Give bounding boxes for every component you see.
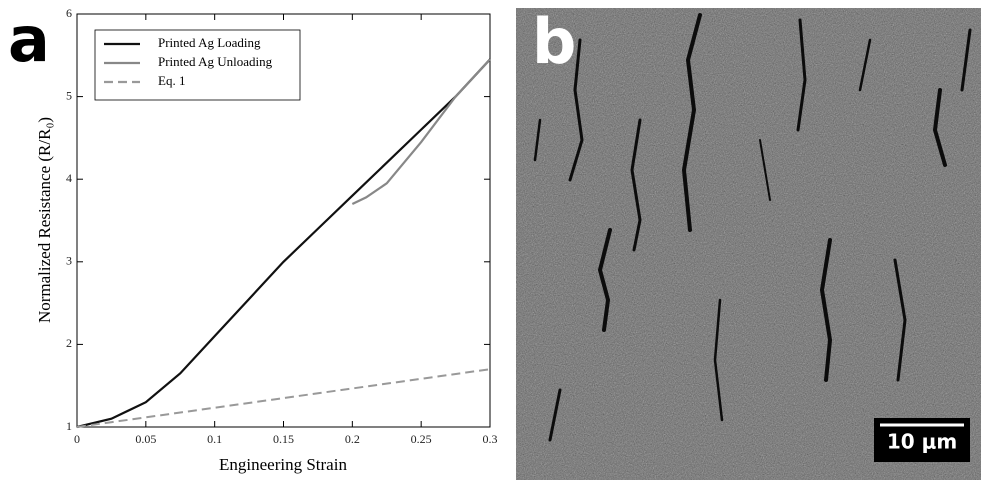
sem-image: b 10 μm xyxy=(516,5,981,480)
scale-bar-label: 10 μm xyxy=(887,430,957,454)
x-tick-label: 0.15 xyxy=(273,432,294,446)
y-tick-label: 5 xyxy=(66,88,72,102)
y-tick-label: 4 xyxy=(66,171,72,185)
panel-label: b xyxy=(532,5,576,78)
data-line xyxy=(76,368,491,428)
x-tick-label: 0.25 xyxy=(411,432,432,446)
legend-label: Printed Ag Unloading xyxy=(158,54,273,69)
legend-box xyxy=(94,29,301,101)
y-tick-label: 1 xyxy=(66,419,72,433)
y-tick-label: 2 xyxy=(66,336,72,350)
y-tick-label: 3 xyxy=(66,254,72,268)
x-tick-label: 0 xyxy=(74,432,80,446)
cracks xyxy=(533,13,972,442)
legend-label: Printed Ag Loading xyxy=(158,35,261,50)
x-tick-label: 0.05 xyxy=(135,432,156,446)
x-tick-label: 0.2 xyxy=(345,432,360,446)
y-axis-label: Normalized Resistance (R/R₀) xyxy=(35,117,54,323)
x-tick-label: 0.3 xyxy=(483,432,498,446)
x-axis-label: Engineering Strain xyxy=(219,455,347,474)
data-line xyxy=(76,58,491,429)
x-tick-label: 0.1 xyxy=(207,432,222,446)
sem-texture xyxy=(516,8,981,480)
data-line xyxy=(351,58,491,205)
y-tick-label: 6 xyxy=(66,6,72,20)
legend-label: Eq. 1 xyxy=(158,73,185,88)
panel-label: a xyxy=(8,3,50,76)
